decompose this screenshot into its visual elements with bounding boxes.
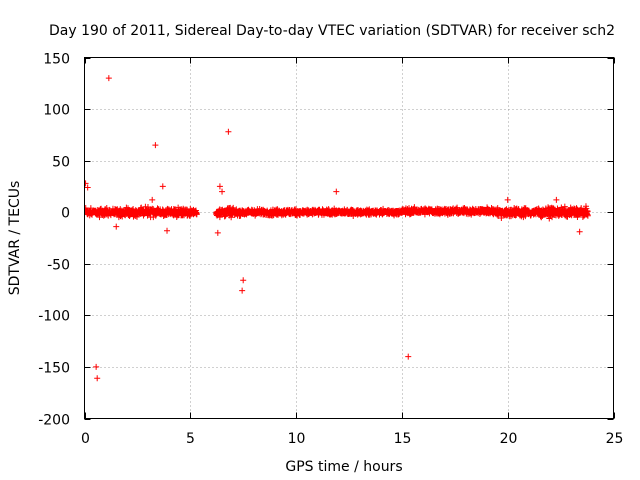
x-axis-label: GPS time / hours bbox=[285, 459, 402, 475]
x-tick-label: 5 bbox=[186, 431, 195, 447]
data-point-outlier bbox=[240, 277, 247, 284]
x-tick-label: 10 bbox=[288, 431, 306, 447]
data-point bbox=[228, 214, 235, 221]
gridlines bbox=[84, 57, 614, 419]
data-point-outlier bbox=[504, 196, 511, 203]
data-point-outlier bbox=[553, 196, 560, 203]
y-tick-label: 150 bbox=[43, 52, 70, 68]
data-point-outlier bbox=[219, 188, 226, 195]
x-tick-label: 15 bbox=[394, 431, 412, 447]
data-point bbox=[561, 203, 568, 210]
data-point-outlier bbox=[405, 353, 412, 360]
data-point bbox=[193, 210, 200, 217]
data-points bbox=[84, 75, 591, 382]
data-point-outlier bbox=[164, 227, 171, 234]
data-point-outlier bbox=[216, 183, 223, 190]
data-point bbox=[522, 213, 529, 220]
data-point-outlier bbox=[239, 287, 246, 294]
y-tick-label: 100 bbox=[43, 103, 70, 119]
x-tick-label: 0 bbox=[81, 431, 90, 447]
y-tick-label: -150 bbox=[38, 361, 70, 377]
data-point-outlier bbox=[149, 196, 156, 203]
plot-frame bbox=[84, 57, 614, 419]
data-point bbox=[538, 214, 545, 221]
data-point-outlier bbox=[105, 75, 112, 82]
x-tick-label: 20 bbox=[500, 431, 518, 447]
axis-ticks bbox=[84, 57, 615, 420]
data-point-outlier bbox=[214, 229, 221, 236]
data-point bbox=[584, 212, 591, 219]
data-point-outlier bbox=[152, 142, 159, 149]
chart-title: Day 190 of 2011, Sidereal Day-to-day VTE… bbox=[49, 23, 615, 39]
data-point-outlier bbox=[84, 180, 89, 187]
data-point-outlier bbox=[144, 204, 151, 211]
y-tick-label: -200 bbox=[38, 413, 70, 429]
data-point-outlier bbox=[225, 128, 232, 135]
tick-labels: 0 5 10 15 20 25 -200 -150 -100 -50 0 50 100 150 bbox=[38, 52, 623, 448]
y-tick-label: 50 bbox=[52, 155, 70, 171]
y-tick-label: -100 bbox=[38, 309, 70, 325]
data-point-outlier bbox=[93, 363, 100, 370]
data-point-outlier bbox=[113, 223, 120, 230]
y-axis-label: SDTVAR / TECUs bbox=[7, 181, 23, 296]
y-tick-label: 0 bbox=[61, 206, 70, 222]
y-tick-label: -50 bbox=[47, 258, 70, 274]
x-tick-label: 25 bbox=[606, 431, 624, 447]
data-point-outlier bbox=[84, 184, 91, 191]
data-point-outlier bbox=[94, 375, 101, 382]
data-point-outlier bbox=[159, 183, 166, 190]
data-point-outlier bbox=[333, 188, 340, 195]
data-point-outlier bbox=[576, 228, 583, 235]
